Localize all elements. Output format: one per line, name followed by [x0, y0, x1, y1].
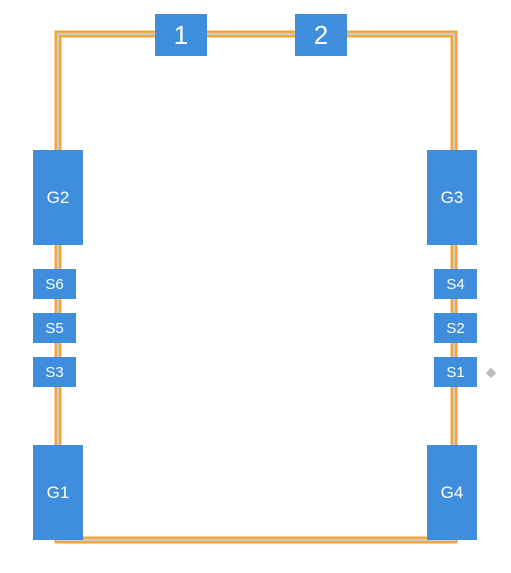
- pad-1: 1: [155, 14, 207, 56]
- pad-label: 2: [314, 20, 328, 51]
- outline-outer: [58, 34, 454, 540]
- pad-g2: G2: [33, 150, 83, 245]
- pad-label: S4: [446, 276, 464, 293]
- outline-inner: [58, 34, 454, 540]
- pad-2: 2: [295, 14, 347, 56]
- pad-s2: S2: [434, 313, 477, 343]
- pad-s3: S3: [33, 357, 76, 387]
- pad-label: S6: [45, 276, 63, 293]
- pad-g3: G3: [427, 150, 477, 245]
- pad-label: 1: [174, 20, 188, 51]
- pad-label: G4: [441, 483, 464, 503]
- pad-label: G1: [47, 483, 70, 503]
- pad-s4: S4: [434, 269, 477, 299]
- pad-label: S2: [446, 320, 464, 337]
- pad-s6: S6: [33, 269, 76, 299]
- pad-label: S3: [45, 364, 63, 381]
- pad-label: G3: [441, 188, 464, 208]
- pad-label: S1: [446, 364, 464, 381]
- pad-label: S5: [45, 320, 63, 337]
- pad-label: G2: [47, 188, 70, 208]
- pin1-marker-glyph: [485, 366, 497, 380]
- pad-s1: S1: [434, 357, 477, 387]
- pad-g1: G1: [33, 445, 83, 540]
- pad-g4: G4: [427, 445, 477, 540]
- pad-s5: S5: [33, 313, 76, 343]
- pin1-marker: [485, 367, 497, 379]
- footprint-diagram: 1 2 G2 G3 S6 S4 S5 S2 S3 S1 G1 G4: [0, 0, 511, 573]
